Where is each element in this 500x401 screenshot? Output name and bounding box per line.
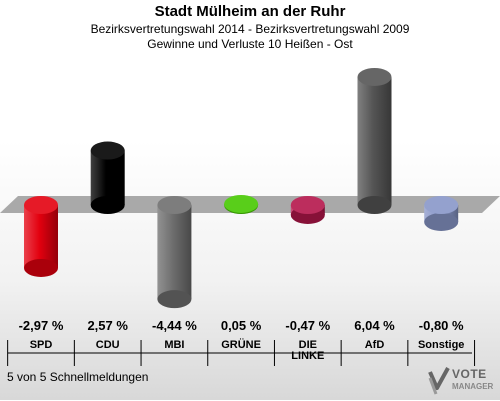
bar-top-cap xyxy=(290,196,325,214)
bar-top-cap xyxy=(90,141,125,160)
bar-body xyxy=(24,205,58,268)
category-label: CDU xyxy=(96,339,120,351)
value-label: -0,47 % xyxy=(285,318,330,333)
bar-bottom-cap xyxy=(24,258,58,277)
bar-bottom-cap xyxy=(357,196,392,214)
bar-bottom-cap xyxy=(424,212,459,231)
category-label: MBI xyxy=(164,339,184,351)
value-label: -4,44 % xyxy=(152,318,197,333)
value-label: 6,04 % xyxy=(354,318,395,333)
bar-top-cap xyxy=(157,196,192,214)
bar-body xyxy=(90,150,125,205)
bar-body xyxy=(357,76,392,206)
bar-bottom-cap xyxy=(90,196,125,214)
votemanager-logo-icon xyxy=(428,367,450,395)
logo-text: VOTE xyxy=(452,367,487,381)
category-label: Sonstige xyxy=(418,339,464,351)
category-label: GRÜNE xyxy=(221,338,261,351)
bar-bottom-cap xyxy=(157,290,192,309)
value-label: -0,80 % xyxy=(419,318,464,333)
chart-subtitle-region: Gewinne und Verluste 10 Heißen - Ost xyxy=(147,37,353,51)
bar-top-cap xyxy=(357,67,392,86)
category-label: LINKE xyxy=(291,350,324,362)
bar-top-cap xyxy=(24,196,58,214)
votemanager-logo: VOTE MANAGER xyxy=(428,366,498,398)
chart-title: Stadt Mülheim an der Ruhr xyxy=(154,3,346,20)
logo-subtext: MANAGER xyxy=(452,382,494,391)
value-label: -2,97 % xyxy=(19,318,64,333)
value-label: 2,57 % xyxy=(87,318,128,333)
footer-status: 5 von 5 Schnellmeldungen xyxy=(7,370,149,384)
category-label: DIE xyxy=(299,339,317,351)
category-label: SPD xyxy=(30,339,53,351)
chart-subtitle: Bezirksvertretungswahl 2014 - Bezirksver… xyxy=(90,22,410,36)
bar-top-cap xyxy=(224,194,259,213)
bar-body xyxy=(157,205,192,300)
bar-top-cap xyxy=(424,196,459,214)
category-label: AfD xyxy=(365,339,385,351)
value-label: 0,05 % xyxy=(221,318,262,333)
